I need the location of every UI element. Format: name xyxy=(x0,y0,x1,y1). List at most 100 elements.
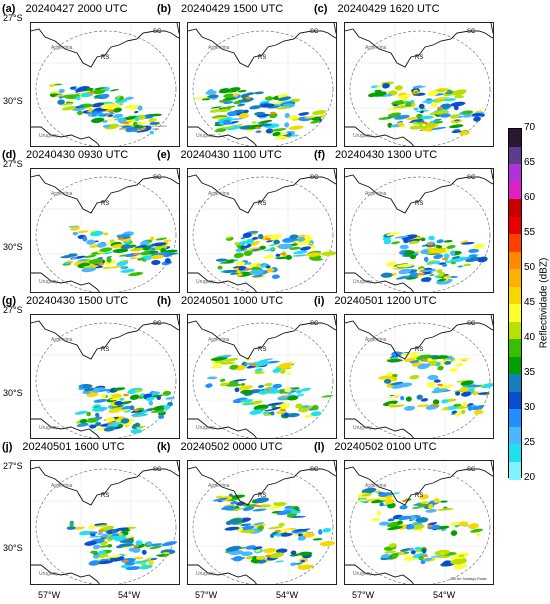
panel-letter: (k) xyxy=(157,441,171,453)
reflectivity-echo xyxy=(450,530,458,536)
reflectivity-echo xyxy=(240,389,253,395)
reflectivity-echo xyxy=(114,535,127,542)
reflectivity-echo xyxy=(113,107,122,113)
station-legend: Cruzeiro Cida Sanz Torres Do Norte (86500… xyxy=(119,125,167,131)
rs-label: RS xyxy=(258,201,267,207)
reflectivity-echo xyxy=(453,105,459,111)
reflectivity-echo xyxy=(388,543,397,548)
reflectivity-echo xyxy=(398,515,412,521)
reflectivity-echo xyxy=(290,510,301,514)
reflectivity-echo xyxy=(394,235,409,239)
reflectivity-echo xyxy=(450,250,456,256)
colorbar-segment xyxy=(509,391,521,410)
reflectivity-echo xyxy=(132,121,138,127)
reflectivity-echo xyxy=(72,231,79,236)
reflectivity-echo xyxy=(423,256,429,262)
reflectivity-echo xyxy=(225,498,239,502)
reflectivity-echo xyxy=(431,126,447,130)
reflectivity-echo xyxy=(221,105,236,109)
reflectivity-echo xyxy=(419,110,424,114)
reflectivity-echo xyxy=(92,554,100,559)
reflectivity-echo xyxy=(438,272,446,277)
reflectivity-echo xyxy=(374,490,382,494)
colorbar-segment xyxy=(509,216,521,235)
panel-time: 20240430 0930 UTC xyxy=(26,149,129,161)
reflectivity-echo xyxy=(380,272,393,278)
reflectivity-echo xyxy=(396,264,412,268)
reflectivity-echo xyxy=(124,252,141,258)
reflectivity-echo xyxy=(99,247,113,252)
reflectivity-echo xyxy=(240,523,252,527)
reflectivity-echo xyxy=(420,277,432,282)
colorbar-tick-label: 25 xyxy=(524,437,536,448)
reflectivity-echo xyxy=(257,119,273,124)
argentina-label: Argentina xyxy=(365,191,387,197)
reflectivity-echo xyxy=(222,119,231,125)
reflectivity-echo xyxy=(420,115,434,120)
reflectivity-echo xyxy=(129,247,145,252)
uruguay-border xyxy=(31,418,100,438)
reflectivity-core xyxy=(88,91,94,95)
reflectivity-echo xyxy=(149,130,154,135)
reflectivity-echo xyxy=(133,423,138,426)
radar-panel-d: Argentina RS SC Uruguay xyxy=(30,168,180,293)
reflectivity-echo xyxy=(466,384,482,388)
reflectivity-echo xyxy=(437,365,444,371)
reflectivity-echo xyxy=(416,394,423,400)
colorbar-segment xyxy=(509,146,521,165)
colorbar-segment xyxy=(509,304,521,322)
reflectivity-echo xyxy=(111,405,125,408)
colorbar-tick-label: 70 xyxy=(524,122,536,133)
reflectivity-core xyxy=(432,403,438,407)
reflectivity-echo xyxy=(431,269,437,272)
reflectivity-core xyxy=(265,554,271,558)
reflectivity-core xyxy=(270,111,276,115)
reflectivity-echo xyxy=(226,259,235,263)
uruguay-label: Uruguay xyxy=(39,425,58,431)
reflectivity-colorbar xyxy=(508,128,522,480)
colorbar-tick-label: 40 xyxy=(524,332,536,343)
argentina-brazil-border xyxy=(345,466,493,506)
uruguay-label: Uruguay xyxy=(39,571,58,577)
reflectivity-echo xyxy=(60,255,74,259)
reflectivity-echo xyxy=(264,383,273,387)
reflectivity-echo xyxy=(79,104,84,109)
sc-label: SC xyxy=(153,175,162,181)
reflectivity-echo xyxy=(426,382,436,388)
reflectivity-echo xyxy=(233,379,247,382)
panel-time: 20240430 1100 UTC xyxy=(180,149,282,161)
reflectivity-echo xyxy=(442,98,457,102)
reflectivity-echo xyxy=(288,505,298,509)
reflectivity-echo xyxy=(433,498,440,504)
uruguay-border xyxy=(188,564,257,584)
reflectivity-echo xyxy=(450,114,462,117)
reflectivity-echo xyxy=(150,113,162,117)
station-legend-line: Cruzeiro Cida Sanz Torres Do Norte xyxy=(119,124,167,128)
panel-letter: (c) xyxy=(314,3,328,15)
reflectivity-echo xyxy=(136,257,146,261)
reflectivity-echo xyxy=(384,498,395,505)
panel-title-7: (g) 20240430 1500 UTC xyxy=(2,295,128,307)
reflectivity-echo xyxy=(116,234,131,238)
reflectivity-echo xyxy=(467,405,473,411)
argentina-label: Argentina xyxy=(51,483,73,489)
sc-label: SC xyxy=(153,467,162,473)
reflectivity-echo xyxy=(398,551,405,555)
reflectivity-echo xyxy=(444,260,449,263)
reflectivity-echo xyxy=(271,274,280,279)
reflectivity-echo xyxy=(435,96,450,100)
reflectivity-echo xyxy=(297,535,306,541)
sc-label: SC xyxy=(467,467,476,473)
reflectivity-echo xyxy=(306,252,322,257)
colorbar-segment xyxy=(509,251,521,270)
reflectivity-echo xyxy=(251,121,257,124)
reflectivity-echo xyxy=(266,234,283,240)
reflectivity-echo xyxy=(105,119,114,122)
reflectivity-echo xyxy=(284,112,290,119)
reflectivity-echo xyxy=(370,85,378,88)
reflectivity-echo xyxy=(84,540,97,546)
reflectivity-echo xyxy=(402,98,407,102)
sc-label: SC xyxy=(310,467,319,473)
sc-label: SC xyxy=(310,321,319,327)
reflectivity-echo xyxy=(391,351,404,357)
